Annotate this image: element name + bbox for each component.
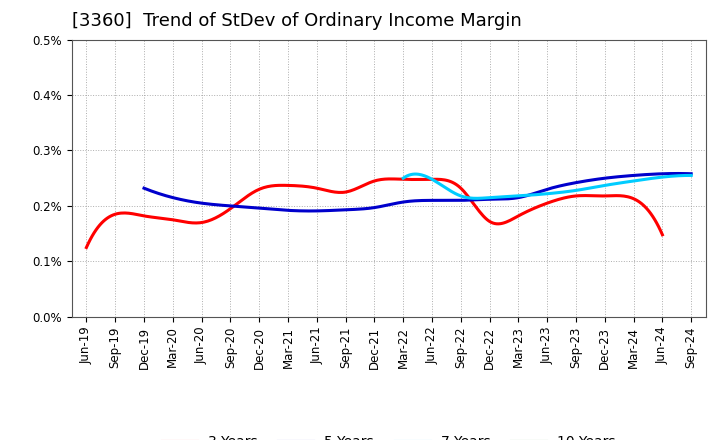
Line: 7 Years: 7 Years	[403, 174, 691, 198]
5 Years	[467, 198, 476, 203]
7 Years	[577, 187, 585, 192]
7 Years	[400, 175, 408, 180]
Text: [3360]  Trend of StDev of Ordinary Income Margin: [3360] Trend of StDev of Ordinary Income…	[72, 12, 522, 30]
5 Years	[306, 208, 315, 213]
7 Years	[662, 174, 670, 180]
7 Years	[472, 196, 481, 201]
3 Years	[387, 176, 395, 182]
3 Years	[427, 177, 436, 182]
5 Years	[140, 186, 148, 191]
3 Years	[82, 245, 91, 250]
3 Years	[436, 177, 445, 182]
5 Years	[465, 198, 474, 203]
Line: 3 Years: 3 Years	[86, 179, 662, 247]
7 Years	[571, 188, 580, 193]
7 Years	[399, 176, 408, 181]
7 Years	[644, 176, 652, 182]
5 Years	[603, 175, 611, 180]
5 Years	[637, 172, 646, 177]
5 Years	[687, 171, 696, 176]
3 Years	[425, 177, 433, 182]
3 Years	[570, 194, 578, 199]
3 Years	[658, 232, 667, 238]
3 Years	[84, 241, 93, 246]
7 Years	[411, 172, 420, 177]
5 Years	[672, 171, 681, 176]
Legend: 3 Years, 5 Years, 7 Years, 10 Years: 3 Years, 5 Years, 7 Years, 10 Years	[157, 429, 621, 440]
3 Years	[606, 193, 615, 198]
Line: 5 Years: 5 Years	[144, 173, 691, 211]
5 Years	[142, 186, 150, 191]
5 Years	[477, 197, 485, 202]
7 Years	[687, 173, 696, 178]
7 Years	[572, 188, 581, 193]
